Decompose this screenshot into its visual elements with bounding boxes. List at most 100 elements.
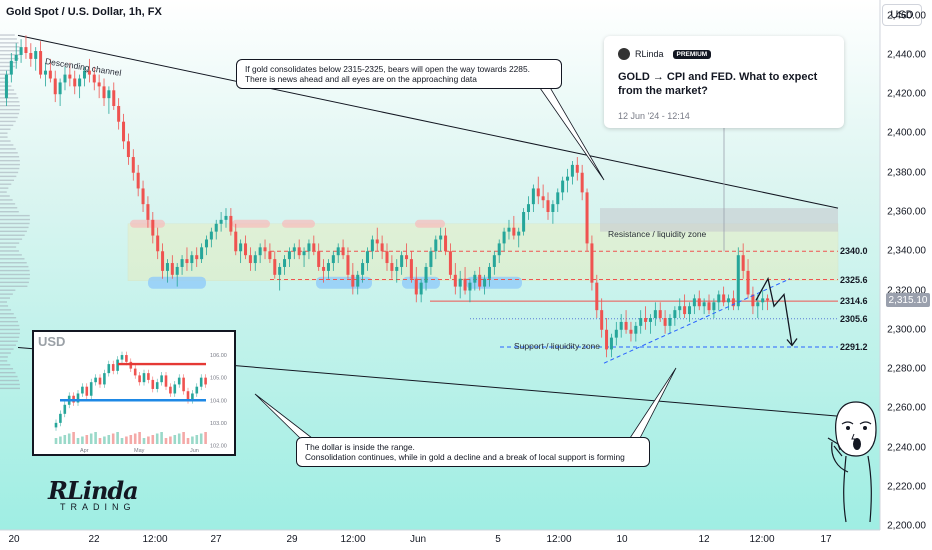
inset-candle-body	[89, 382, 93, 396]
volume-profile-bar	[0, 199, 13, 201]
inset-volume-bar	[76, 438, 80, 444]
bottom-callout-line-1: The dollar is inside the range.	[305, 442, 415, 452]
candle-body	[614, 329, 618, 338]
candle-body	[585, 192, 589, 244]
candle-body	[400, 255, 404, 267]
idea-title[interactable]: GOLD → CPI and FED. What to expect from …	[618, 71, 818, 97]
time-tick-label: 17	[820, 534, 832, 545]
candle-body	[39, 51, 43, 75]
volume-profile-bar	[0, 93, 17, 95]
volume-profile-bar	[0, 262, 27, 264]
volume-profile-bar	[0, 293, 13, 295]
inset-plot: 106.00 105.00 104.00 103.00 102.00 Apr May Jun	[54, 351, 227, 454]
bottom-analysis-callout[interactable]: The dollar is inside the range. Consolid…	[296, 437, 650, 467]
volume-profile-bar	[0, 171, 19, 174]
level-label: 2325.6	[840, 274, 868, 285]
symbol-title[interactable]: Gold Spot / U.S. Dollar, 1h, FX	[6, 6, 162, 18]
author-name[interactable]: RLinda	[635, 49, 664, 59]
candle-body	[605, 329, 609, 350]
candle-body	[595, 282, 599, 311]
inset-volume-bar	[54, 438, 58, 444]
candle-body	[526, 204, 531, 212]
price-tick-label: 2,360.00	[887, 206, 926, 218]
candle-body	[263, 247, 267, 252]
candle-body	[161, 251, 165, 271]
volume-profile-bar	[0, 38, 17, 40]
price-axis-background[interactable]	[880, 0, 932, 550]
level-label: 2314.6	[840, 296, 868, 307]
candle-body	[361, 263, 365, 275]
candle-body	[63, 74, 67, 83]
top-analysis-callout[interactable]: If gold consolidates below 2315-2325, be…	[236, 59, 562, 89]
inset-title: USD	[38, 334, 66, 349]
candle-body	[473, 274, 477, 283]
candle-body	[317, 251, 321, 267]
price-tick-label: 2,340.00	[887, 245, 926, 257]
inset-candle-body	[177, 377, 181, 385]
candle-body	[746, 270, 750, 295]
idea-author[interactable]: RLinda PREMIUM	[618, 48, 712, 60]
candle-body	[712, 302, 716, 311]
price-levels[interactable]	[270, 250, 838, 348]
inset-volume-bar	[186, 438, 190, 444]
volume-profile-bar	[0, 187, 9, 189]
volume-profile-bar	[0, 124, 14, 127]
candle-body	[185, 259, 189, 264]
inset-volume-bar	[63, 435, 67, 444]
candle-body	[419, 282, 423, 295]
candle-body	[19, 47, 23, 55]
candle-body	[434, 239, 438, 252]
price-tick-label: 2,380.00	[887, 167, 926, 179]
candle-body	[82, 70, 87, 79]
candle-body	[170, 263, 174, 275]
time-tick-label: 12:00	[546, 534, 572, 545]
candle-body	[478, 274, 482, 287]
volume-profile-bar	[0, 101, 20, 103]
inset-candle-body	[142, 373, 146, 383]
candle-body	[73, 78, 77, 87]
candle-body	[126, 141, 130, 158]
candle-body	[414, 278, 418, 295]
volume-profile-bar	[0, 46, 20, 48]
volume-profile-bar	[0, 320, 18, 323]
inset-volume-bar	[94, 432, 97, 444]
candle-body	[609, 337, 613, 350]
volume-profile-bar	[0, 269, 30, 272]
candle-body	[741, 255, 745, 271]
inset-time-tick: Jun	[190, 448, 199, 454]
volume-profile-bar	[0, 203, 16, 205]
candle-body	[409, 259, 413, 279]
avatar[interactable]	[618, 48, 630, 60]
candle-body	[390, 263, 394, 271]
currency-button[interactable]: USD	[882, 4, 922, 26]
candle-body	[575, 164, 579, 173]
inset-candle-body	[164, 375, 168, 387]
candle-body	[136, 172, 140, 189]
candle-body	[761, 298, 765, 303]
candle-body	[385, 251, 389, 264]
inset-candle-body	[169, 386, 172, 394]
candle-body	[424, 266, 428, 283]
top-callout-line-1: If gold consolidates below 2315-2325, be…	[245, 64, 530, 74]
volume-profile-bar	[0, 207, 18, 209]
time-tick-label: 12:00	[340, 534, 366, 545]
forecast-drawings[interactable]	[603, 276, 798, 364]
volume-profile-bar	[0, 159, 20, 162]
candle-body	[195, 255, 199, 260]
idea-card[interactable]: RLinda PREMIUM GOLD → CPI and FED. What …	[604, 36, 844, 128]
inset-candle-body	[199, 377, 203, 387]
candle-body	[24, 47, 28, 53]
time-axis-background[interactable]	[0, 530, 880, 550]
candle-body	[624, 321, 628, 330]
candle-body	[639, 318, 643, 326]
bottom-callout-line-2: Consolidation continues, while in gold a…	[305, 452, 625, 462]
inset-candle-body	[182, 377, 185, 392]
candles[interactable]	[4, 35, 770, 358]
inset-candle-body	[147, 373, 150, 380]
volume-profile-bar	[0, 73, 10, 75]
candle-body	[209, 231, 213, 240]
volume-profile-bar	[0, 163, 20, 166]
volume-profile-bar	[0, 120, 16, 123]
resistance-touch-marker	[130, 219, 165, 228]
candle-body	[326, 263, 330, 271]
